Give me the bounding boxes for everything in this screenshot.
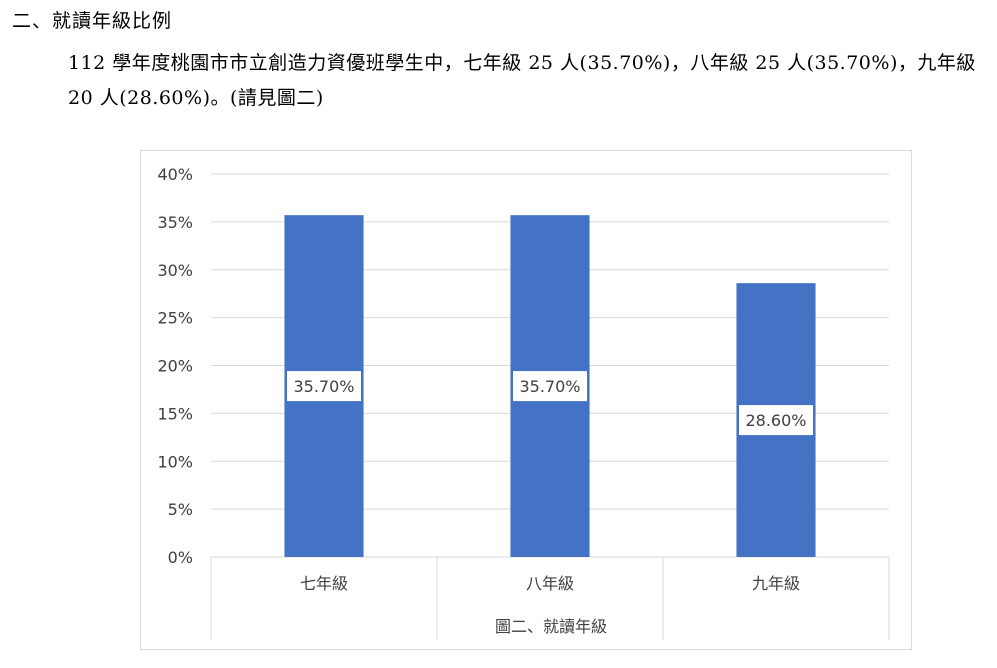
data-label-box	[739, 405, 813, 436]
data-label: 35.70%	[287, 371, 361, 402]
data-label-box	[287, 371, 361, 402]
y-tick-label: 35%	[157, 213, 193, 232]
chart-frame	[140, 150, 912, 650]
x-tick-label: 七年級	[300, 574, 348, 593]
x-tick-label: 八年級	[526, 574, 574, 593]
y-tick-label: 20%	[157, 357, 193, 376]
y-tick-label: 25%	[157, 309, 193, 328]
y-tick-label: 40%	[157, 165, 193, 184]
y-tick-label: 30%	[157, 261, 193, 280]
y-tick-label: 15%	[157, 404, 193, 423]
x-tick-label: 九年級	[752, 574, 800, 593]
data-label-text: 35.70%	[293, 377, 354, 396]
y-tick-label: 10%	[157, 452, 193, 471]
y-axis-ticks: 0% 5% 10% 15% 20% 25% 30% 35% 40%	[157, 165, 193, 567]
section-paragraph: 112 學年度桃園市市立創造力資優班學生中，七年級 25 人(35.70%)，八…	[68, 52, 976, 109]
section-heading: 二、就讀年級比例	[12, 10, 173, 32]
data-label: 28.60%	[739, 405, 813, 436]
y-tick-label: 5%	[168, 500, 193, 519]
data-label-box	[513, 371, 587, 402]
data-label-text: 35.70%	[519, 377, 580, 396]
data-labels: 35.70% 35.70% 28.60%	[287, 371, 813, 436]
data-label-text: 28.60%	[745, 411, 806, 430]
x-axis-title: 圖二、就讀年級	[495, 617, 607, 636]
data-label: 35.70%	[513, 371, 587, 402]
y-tick-label: 0%	[168, 548, 193, 567]
x-axis-ticks: 七年級 八年級 九年級	[300, 574, 800, 593]
